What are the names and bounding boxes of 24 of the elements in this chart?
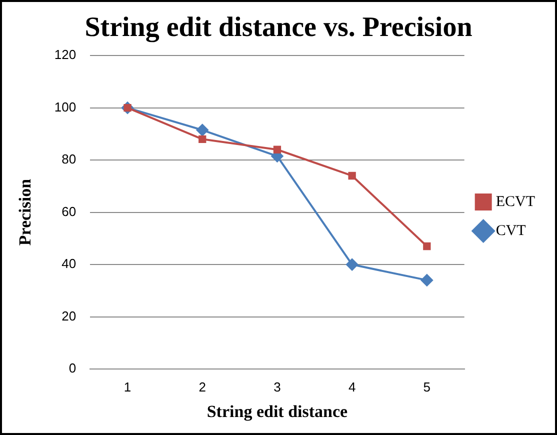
x-tick-label: 1 bbox=[124, 379, 132, 394]
x-tick-label: 5 bbox=[423, 379, 431, 394]
chart-title: String edit distance vs. Precision bbox=[84, 12, 473, 44]
legend-label: ECVT bbox=[496, 194, 536, 210]
legend-label: CVT bbox=[496, 222, 526, 239]
point bbox=[273, 146, 282, 154]
y-axis-title: Precision bbox=[16, 178, 35, 246]
x-axis-title: String edit distance bbox=[206, 402, 348, 422]
point bbox=[420, 274, 433, 286]
point bbox=[423, 242, 431, 250]
y-tick-label: 60 bbox=[62, 204, 76, 219]
point bbox=[196, 124, 208, 136]
point bbox=[198, 135, 206, 143]
y-tick-label: 20 bbox=[62, 308, 76, 324]
y-tick-label: 0 bbox=[68, 360, 76, 376]
point bbox=[346, 258, 358, 271]
point bbox=[348, 172, 356, 180]
x-tick-label: 3 bbox=[274, 379, 281, 394]
y-tick-label: 80 bbox=[62, 152, 76, 167]
y-tick-label: 40 bbox=[62, 256, 76, 272]
y-tick-label: 100 bbox=[54, 99, 76, 114]
y-tick-label: 120 bbox=[54, 47, 76, 62]
x-tick-label: 2 bbox=[198, 379, 206, 394]
x-tick-label: 4 bbox=[348, 379, 356, 394]
